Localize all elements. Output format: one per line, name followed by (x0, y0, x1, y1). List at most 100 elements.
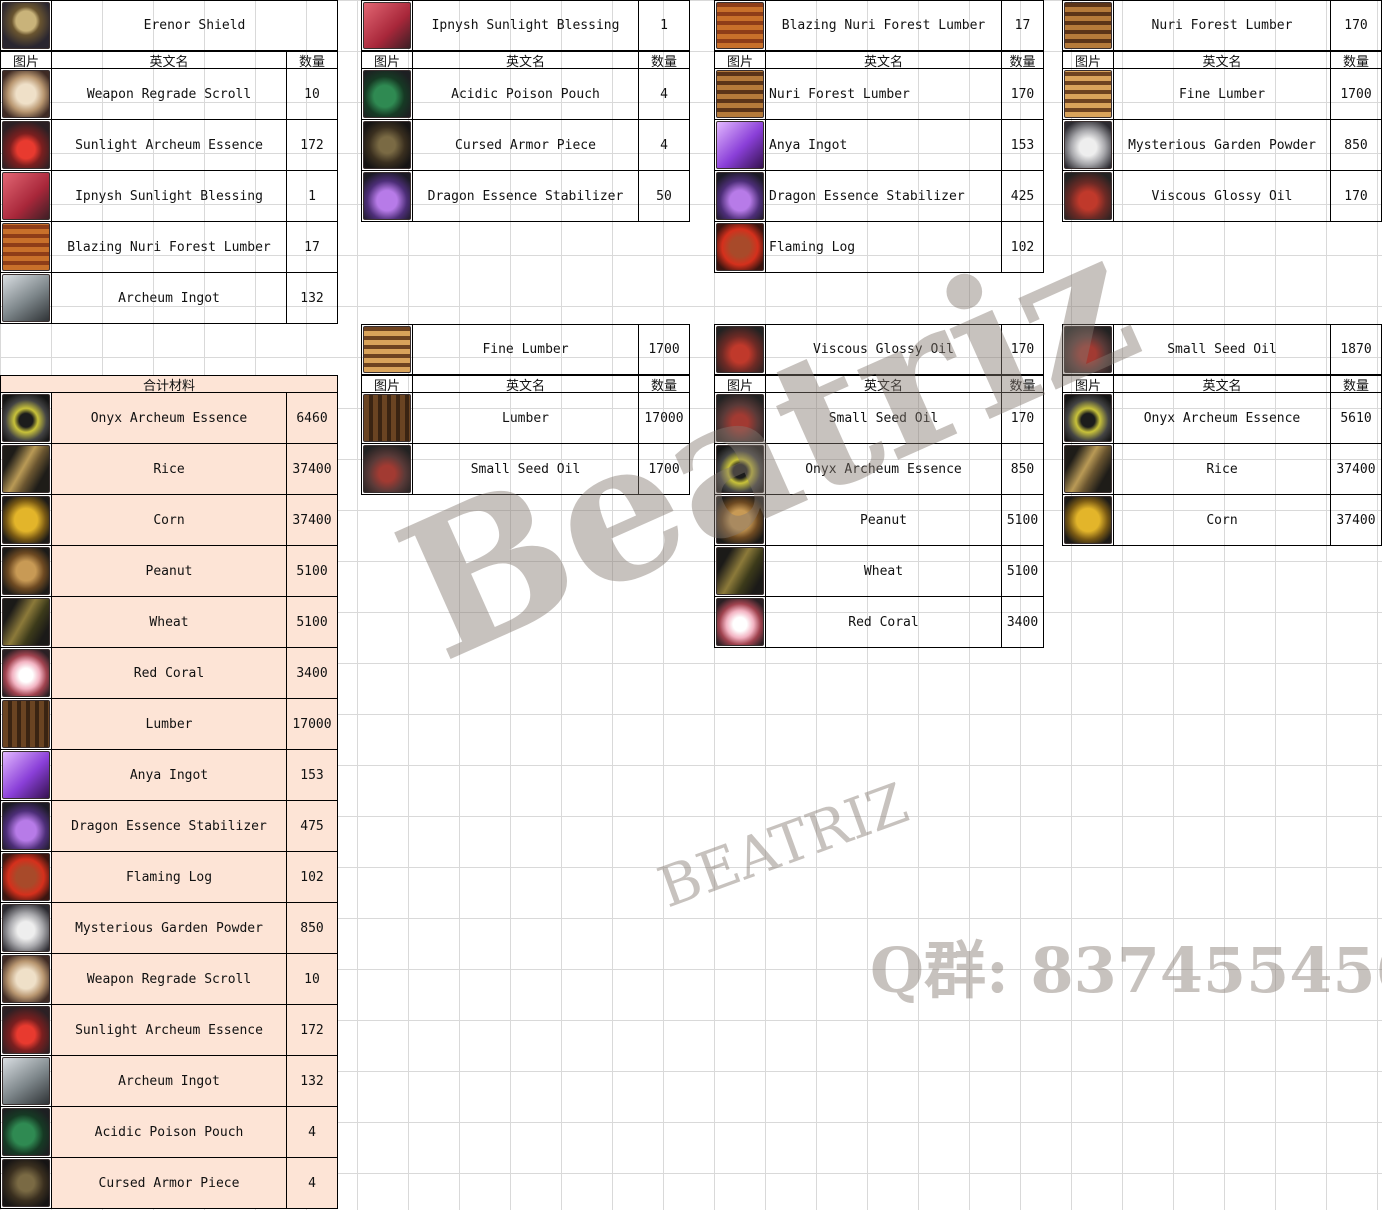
item-qty: 170 (1002, 393, 1044, 444)
table-row: Anya Ingot 153 (714, 120, 1044, 171)
table-row: Wheat 5100 (714, 546, 1044, 597)
item-name: Sunlight Archeum Essence (52, 1005, 287, 1056)
table-row: Rice 37400 (1062, 444, 1382, 495)
nuri-lumber-icon (1062, 0, 1114, 51)
col-header-name: 英文名 (413, 51, 639, 69)
col-header-qty: 数量 (287, 51, 338, 69)
table-row: Corn 37400 (0, 495, 338, 546)
fine-lumber-icon (361, 324, 413, 375)
product-qty: 170 (1331, 0, 1382, 51)
item-name: Anya Ingot (52, 750, 287, 801)
product-name: Blazing Nuri Forest Lumber (766, 0, 1002, 51)
item-name: Wheat (52, 597, 287, 648)
item-name: Wheat (766, 546, 1002, 597)
item-qty: 170 (1002, 69, 1044, 120)
item-name: Red Coral (766, 597, 1002, 648)
red-essence-icon (0, 1005, 52, 1056)
item-name: Mysterious Garden Powder (52, 903, 287, 954)
item-qty: 172 (287, 120, 338, 171)
table-row: Sunlight Archeum Essence 172 (0, 1005, 338, 1056)
small-seed-oil-icon (1062, 324, 1114, 375)
table-row: Archeum Ingot 132 (0, 1056, 338, 1107)
item-qty: 850 (1331, 120, 1382, 171)
watermark-name-caps: BEATRIZ (650, 771, 917, 922)
col-header-icon: 图片 (714, 51, 766, 69)
table-row: Wheat 5100 (0, 597, 338, 648)
blessing-icon (361, 0, 413, 51)
item-qty: 37400 (287, 444, 338, 495)
item-name: Onyx Archeum Essence (52, 393, 287, 444)
item-qty: 153 (1002, 120, 1044, 171)
item-name: Acidic Poison Pouch (413, 69, 639, 120)
table-row: Flaming Log 102 (714, 222, 1044, 273)
wheat-icon (0, 597, 52, 648)
nuri-lumber-icon (714, 69, 766, 120)
archeum-ingot-icon (0, 1056, 52, 1107)
wheat-icon (714, 546, 766, 597)
flaming-log-icon (0, 852, 52, 903)
anya-ingot-icon (714, 120, 766, 171)
product-name: Fine Lumber (413, 324, 639, 375)
item-qty: 153 (287, 750, 338, 801)
table-row: Dragon Essence Stabilizer 50 (361, 171, 690, 222)
poison-pouch-icon (0, 1107, 52, 1158)
item-qty: 132 (287, 1056, 338, 1107)
product-qty: 1700 (639, 324, 690, 375)
table-row: Dragon Essence Stabilizer 475 (0, 801, 338, 852)
table-row: Flaming Log 102 (0, 852, 338, 903)
item-name: Corn (1114, 495, 1331, 546)
item-name: Peanut (766, 495, 1002, 546)
corn-icon (0, 495, 52, 546)
col-header-qty: 数量 (639, 51, 690, 69)
table-row: Lumber 17000 (361, 393, 690, 444)
totals-title: 合计材料 (0, 375, 338, 394)
viscous-oil-icon (714, 324, 766, 375)
item-qty: 17000 (639, 393, 690, 444)
item-name: Fine Lumber (1114, 69, 1331, 120)
item-qty: 37400 (1331, 444, 1382, 495)
item-name: Viscous Glossy Oil (1114, 171, 1331, 222)
col-header-icon: 图片 (361, 51, 413, 69)
col-header-qty: 数量 (1331, 51, 1382, 69)
item-name: Weapon Regrade Scroll (52, 954, 287, 1005)
item-name: Cursed Armor Piece (413, 120, 639, 171)
dragon-essence-icon (714, 171, 766, 222)
table-row: Nuri Forest Lumber 170 (714, 69, 1044, 120)
item-qty: 17 (287, 222, 338, 273)
item-name: Cursed Armor Piece (52, 1158, 287, 1209)
cursed-armor-icon (0, 1158, 52, 1209)
item-qty: 172 (287, 1005, 338, 1056)
item-name: Dragon Essence Stabilizer (52, 801, 287, 852)
item-name: Sunlight Archeum Essence (52, 120, 287, 171)
table-row: Red Coral 3400 (0, 648, 338, 699)
item-qty: 4 (639, 69, 690, 120)
item-qty: 5100 (287, 546, 338, 597)
item-name: Weapon Regrade Scroll (52, 69, 287, 120)
table-row: Sunlight Archeum Essence 172 (0, 120, 338, 171)
item-qty: 3400 (1002, 597, 1044, 648)
product-qty: 170 (1002, 324, 1044, 375)
col-header-icon: 图片 (361, 375, 413, 393)
item-qty: 102 (287, 852, 338, 903)
lumber-icon (361, 393, 413, 444)
table-row: Peanut 5100 (0, 546, 338, 597)
item-qty: 17000 (287, 699, 338, 750)
item-qty: 5610 (1331, 393, 1382, 444)
col-header-qty: 数量 (1002, 51, 1044, 69)
item-qty: 102 (1002, 222, 1044, 273)
item-qty: 37400 (287, 495, 338, 546)
table-row: Acidic Poison Pouch 4 (361, 69, 690, 120)
item-qty: 1 (287, 171, 338, 222)
fine-lumber-icon (1062, 69, 1114, 120)
rice-icon (0, 444, 52, 495)
table-row: Rice 37400 (0, 444, 338, 495)
watermark-contact: Q群: 837455456 (870, 934, 1382, 1007)
blazing-lumber-icon (0, 222, 52, 273)
col-header-icon: 图片 (0, 51, 52, 69)
product-name: Viscous Glossy Oil (766, 324, 1002, 375)
lumber-icon (0, 699, 52, 750)
item-name: Dragon Essence Stabilizer (413, 171, 639, 222)
garden-powder-icon (1062, 120, 1114, 171)
scroll-icon (0, 69, 52, 120)
product-name: Small Seed Oil (1114, 324, 1331, 375)
